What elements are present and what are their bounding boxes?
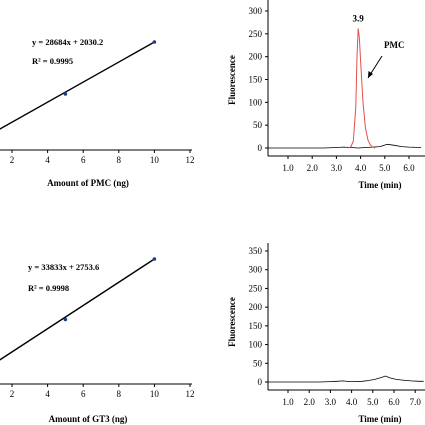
pmc-x-tick-label-12: 12 — [186, 155, 195, 165]
pmc-peak-retention-label: 3.9 — [353, 13, 365, 23]
gt3-chromatogram-x-tick-label-7.0: 7.0 — [410, 397, 422, 407]
gt3-chromatogram-y-tick-label-250: 250 — [249, 283, 263, 293]
gt3-r2: R² = 0.9998 — [28, 283, 69, 293]
gt3-chromatogram-y-axis-label: Fluorescence — [227, 297, 237, 347]
gt3-chromatogram-x-tick-label-6.0: 6.0 — [388, 397, 400, 407]
pmc-r2: R² = 0.9995 — [32, 56, 73, 66]
pmc-equation: y = 28684x + 2030.2 — [32, 37, 103, 47]
pmc-chromatogram-y-axis-label: Fluorescence — [227, 55, 237, 105]
gt3-chromatogram-y-tick-label-200: 200 — [249, 302, 263, 312]
gt3-data-point-2 — [152, 257, 157, 261]
pmc-x-tick-label-6: 6 — [81, 155, 86, 165]
pmc-x-tick-label-4: 4 — [45, 155, 50, 165]
gt3-chromatogram-x-tick-label-3.0: 3.0 — [325, 397, 337, 407]
pmc-chromatogram-x-tick-label-5.0: 5.0 — [379, 163, 391, 173]
gt3-chromatogram-x-tick-label-1.0: 1.0 — [282, 397, 294, 407]
pmc-x-tick-label-10: 10 — [150, 155, 160, 165]
gt3-fit-line — [0, 258, 155, 361]
gt3-x-tick-label-2: 2 — [10, 389, 15, 399]
pmc-chromatogram-baseline — [268, 143, 422, 149]
pmc-peak-line — [348, 28, 376, 149]
gt3-x-axis-label: Amount of GT3 (ng) — [49, 414, 128, 424]
pmc-calibration-chart: 2 4 6 8 10 12 y = 28684x + 2030.2 R² = 0.9995… — [0, 37, 195, 188]
pmc-chromatogram-y-tick-label-200: 200 — [249, 52, 263, 62]
gt3-chromatogram-x-tick-label-2.0: 2.0 — [304, 397, 316, 407]
gt3-data-point-1 — [63, 317, 68, 322]
pmc-chromatogram-y-tick-label-150: 150 — [249, 75, 263, 85]
gt3-x-tick-label-4: 4 — [45, 389, 50, 399]
gt3-x-tick-label-12: 12 — [186, 389, 195, 399]
pmc-data-point-1 — [63, 92, 68, 96]
gt3-chromatogram-x-tick-label-4.0: 4.0 — [346, 397, 358, 407]
pmc-chromatogram-y-tick-label-0: 0 — [258, 143, 263, 153]
gt3-chromatogram-y-tick-label-350: 350 — [249, 246, 263, 256]
pmc-chromatogram-y-tick-label-50: 50 — [253, 120, 263, 130]
gt3-x-tick-label-6: 6 — [81, 389, 86, 399]
pmc-data-point-2 — [152, 40, 157, 44]
pmc-chromatogram-x-tick-label-2.0: 2.0 — [307, 163, 319, 173]
gt3-chromatogram-y-tick-label-0: 0 — [258, 377, 263, 387]
pmc-x-tick-label-8: 8 — [117, 155, 122, 165]
gt3-chromatogram-chart: 0 50 100 150 200 250 300 350 1.0 2.0 3.0 4.0 5.0 6.0 7… — [227, 243, 425, 424]
pmc-x-axis-label: Amount of PMC (ng) — [47, 178, 129, 188]
gt3-chromatogram-y-tick-label-50: 50 — [253, 358, 263, 368]
gt3-chromatogram-trace — [268, 375, 424, 383]
gt3-x-tick-label-8: 8 — [117, 389, 122, 399]
pmc-peak-annotation: PMC — [384, 40, 405, 50]
pmc-peak-arrow-head — [368, 71, 373, 78]
pmc-chromatogram-y-tick-label-250: 250 — [249, 29, 263, 39]
gt3-chromatogram-x-axis-label: Time (min) — [358, 414, 401, 424]
gt3-chromatogram-y-tick-label-100: 100 — [249, 340, 263, 350]
gt3-chromatogram-y-tick-label-150: 150 — [249, 321, 263, 331]
pmc-chromatogram-chart: 0 50 100 150 200 250 300 1.0 2.0 3.0 4.0 5.0 6.0 3.9… — [227, 0, 425, 190]
pmc-chromatogram-y-tick-label-100: 100 — [249, 97, 263, 107]
pmc-chromatogram-x-tick-label-1.0: 1.0 — [282, 163, 294, 173]
pmc-chromatogram-x-tick-label-4.0: 4.0 — [355, 163, 367, 173]
pmc-chromatogram-x-tick-label-6.0: 6.0 — [403, 163, 415, 173]
pmc-chromatogram-x-tick-label-3.0: 3.0 — [331, 163, 343, 173]
pmc-fit-line — [0, 41, 155, 130]
pmc-chromatogram-y-tick-label-300: 300 — [249, 6, 263, 16]
gt3-equation: y = 33833x + 2753.6 — [28, 262, 99, 272]
pmc-chromatogram-x-axis-label: Time (min) — [358, 180, 401, 190]
gt3-chromatogram-y-tick-label-300: 300 — [249, 265, 263, 275]
gt3-x-tick-label-10: 10 — [150, 389, 160, 399]
pmc-x-tick-label-2: 2 — [10, 155, 15, 165]
gt3-calibration-chart: 2 4 6 8 10 12 y = 33833x + 2753.6 R² = 0.9998… — [0, 257, 195, 424]
gt3-chromatogram-x-tick-label-5.0: 5.0 — [367, 397, 379, 407]
